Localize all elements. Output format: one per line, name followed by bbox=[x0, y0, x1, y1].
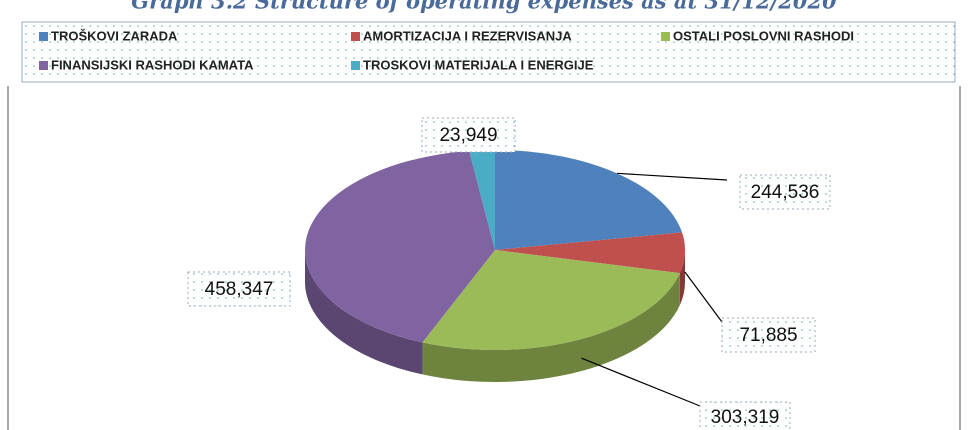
legend-label: TROŠKOVI ZARADA bbox=[51, 28, 178, 43]
label-box bbox=[721, 317, 816, 353]
chart-title: Graph 3.2 Structure of operating expense… bbox=[131, 0, 837, 14]
slice-top bbox=[495, 232, 685, 274]
pie-slice bbox=[495, 232, 685, 306]
label-box bbox=[421, 117, 516, 153]
pie-slice bbox=[422, 250, 680, 382]
label-box bbox=[187, 271, 291, 307]
pie-slice bbox=[495, 150, 683, 250]
label-box bbox=[699, 401, 791, 430]
legend-label: TROSKOVI MATERIJALA I ENERGIJE bbox=[363, 57, 594, 72]
legend-label: AMORTIZACIJA I REZERVISANJA bbox=[363, 28, 572, 43]
leader-line bbox=[684, 271, 723, 323]
slice-top bbox=[422, 250, 680, 350]
data-label: 244,536 bbox=[751, 182, 820, 203]
data-label: 458,347 bbox=[205, 279, 274, 300]
legend-label: OSTALI POSLOVNI RASHODI bbox=[673, 28, 854, 43]
slice-top bbox=[305, 150, 495, 343]
slice-top bbox=[469, 150, 495, 250]
legend-swatch bbox=[661, 32, 670, 41]
legend-label: FINANSIJSKI RASHODI KAMATA bbox=[51, 57, 254, 72]
slice-top bbox=[495, 150, 683, 250]
data-label: 303,319 bbox=[711, 407, 780, 428]
slice-side bbox=[679, 250, 685, 306]
pie-slice bbox=[469, 150, 495, 250]
legend-box bbox=[21, 21, 956, 83]
slice-side bbox=[305, 250, 423, 375]
legend-swatch bbox=[39, 32, 48, 41]
data-label: 23,949 bbox=[439, 125, 497, 146]
slice-side bbox=[422, 273, 680, 382]
leader-line bbox=[581, 357, 701, 407]
data-label: 71,885 bbox=[739, 325, 797, 346]
legend-swatch bbox=[39, 61, 48, 70]
label-box bbox=[739, 174, 831, 210]
pie-slice bbox=[305, 150, 495, 375]
legend-swatch bbox=[351, 32, 360, 41]
legend-swatch bbox=[351, 61, 360, 70]
leader-line bbox=[616, 172, 728, 181]
